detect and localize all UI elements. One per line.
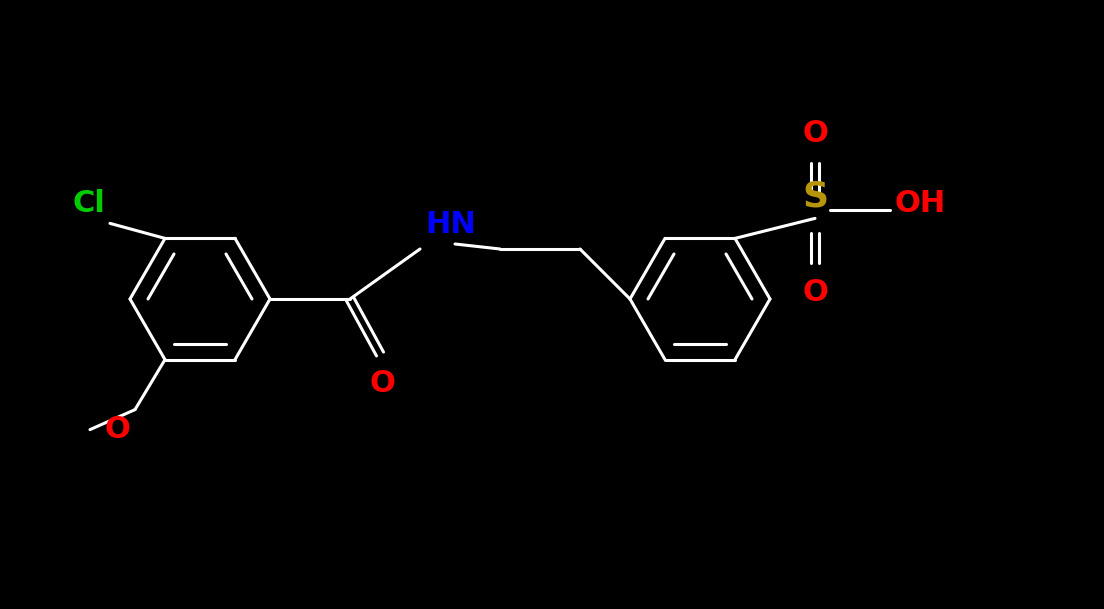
Text: O: O [104, 415, 130, 443]
Text: OH: OH [895, 189, 946, 218]
Text: O: O [803, 119, 828, 149]
Text: Cl: Cl [72, 189, 105, 219]
Text: O: O [803, 278, 828, 308]
Text: S: S [802, 180, 828, 213]
Text: O: O [369, 369, 395, 398]
Text: HN: HN [425, 210, 476, 239]
